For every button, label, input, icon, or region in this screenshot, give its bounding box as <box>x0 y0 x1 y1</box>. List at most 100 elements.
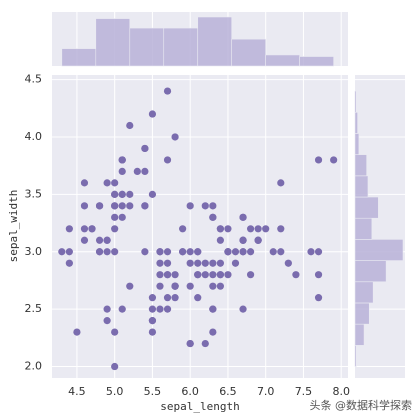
scatter-point <box>111 190 119 198</box>
right-histogram-bar <box>354 196 379 219</box>
y-tick-label: 4.0 <box>25 130 43 143</box>
scatter-point <box>209 259 217 267</box>
scatter-point <box>194 271 202 279</box>
y-tick-label: 4.5 <box>25 73 43 86</box>
scatter-point <box>246 248 255 256</box>
scatter-point <box>103 305 111 313</box>
scatter-point <box>277 225 285 233</box>
scatter-point <box>163 294 172 302</box>
scatter-point <box>118 190 126 198</box>
scatter-point <box>111 248 119 256</box>
y-tick-label: 2.5 <box>25 302 43 315</box>
scatter-point <box>148 110 157 118</box>
scatter-point <box>148 294 157 302</box>
scatter-point <box>148 317 157 325</box>
x-tick-label: 6.0 <box>181 385 199 398</box>
scatter-point <box>239 305 247 313</box>
scatter-point <box>156 271 164 279</box>
scatter-point <box>58 248 66 256</box>
main-axes <box>52 75 348 378</box>
scatter-point <box>163 156 172 164</box>
top-histogram-bar <box>129 27 165 67</box>
scatter-point <box>163 259 172 267</box>
scatter-point <box>80 179 89 187</box>
scatter-point <box>111 328 119 336</box>
scatter-point <box>231 259 240 267</box>
scatter-point <box>224 225 232 233</box>
scatter-point <box>231 248 240 256</box>
scatter-point <box>239 213 247 221</box>
scatter-point <box>307 248 315 256</box>
x-tick-label: 7.5 <box>295 385 313 398</box>
scatter-point <box>209 202 217 210</box>
scatter-point <box>126 202 134 210</box>
scatter-point <box>186 282 194 290</box>
y-tick-label: 3.0 <box>25 245 43 258</box>
scatter-point <box>201 259 209 267</box>
scatter-point <box>103 179 111 187</box>
scatter-point <box>277 248 285 256</box>
right-histogram-bar <box>354 239 404 261</box>
scatter-point <box>103 236 111 244</box>
right-histogram-bar <box>354 323 365 346</box>
scatter-point <box>186 259 194 267</box>
scatter-point <box>216 225 224 233</box>
scatter-point <box>246 271 255 279</box>
scatter-point <box>126 121 134 130</box>
scatter-point <box>179 225 187 233</box>
scatter-point <box>246 225 255 233</box>
right-histogram-bar <box>354 302 370 325</box>
scatter-point <box>186 248 194 256</box>
scatter-point <box>209 282 217 290</box>
scatter-point <box>118 213 126 221</box>
scatter-point <box>277 179 285 187</box>
right-histogram-bar <box>354 111 358 134</box>
scatter-point <box>156 305 164 313</box>
scatter-point <box>262 225 270 233</box>
scatter-point <box>126 190 134 198</box>
scatter-point <box>216 271 224 279</box>
scatter-point <box>216 282 224 290</box>
scatter-point <box>216 259 224 267</box>
scatter-point <box>111 213 119 221</box>
scatter-point <box>111 225 119 233</box>
scatter-point <box>141 248 149 256</box>
scatter-point <box>209 328 217 336</box>
right-histogram-bar <box>354 133 360 155</box>
scatter-point <box>216 236 224 244</box>
x-tick-label: 6.5 <box>219 385 237 398</box>
scatter-point <box>209 213 217 221</box>
scatter-point <box>118 305 126 313</box>
scatter-point <box>292 271 300 279</box>
scatter-point <box>171 271 179 279</box>
x-tick-label: 7.0 <box>257 385 275 398</box>
x-axis-label: sepal_length <box>160 400 239 413</box>
y-tick-label: 3.5 <box>25 187 43 200</box>
scatter-point <box>224 248 232 256</box>
scatter-point <box>148 305 157 313</box>
scatter-point <box>141 167 149 176</box>
scatter-point <box>111 202 119 210</box>
scatter-point <box>65 259 73 267</box>
scatter-point <box>141 202 149 210</box>
scatter-point <box>330 156 338 164</box>
scatter-point <box>209 305 217 313</box>
right-histogram-bar <box>354 345 357 367</box>
scatter-point <box>269 248 277 256</box>
scatter-point <box>118 202 126 210</box>
right-histogram-bar <box>354 260 387 283</box>
scatter-point <box>141 144 149 153</box>
x-tick-label: 5.5 <box>144 385 162 398</box>
scatter-point <box>126 282 134 290</box>
scatter-point <box>148 328 157 336</box>
scatter-point <box>80 225 89 233</box>
top-histogram-bar <box>95 18 131 67</box>
scatter-point <box>163 271 172 279</box>
scatter-point <box>314 271 323 279</box>
scatter-point <box>201 339 209 348</box>
top-histogram-bar <box>299 56 334 67</box>
x-tick-label: 5.0 <box>106 385 124 398</box>
scatter-point <box>239 248 247 256</box>
scatter-point <box>171 282 179 290</box>
